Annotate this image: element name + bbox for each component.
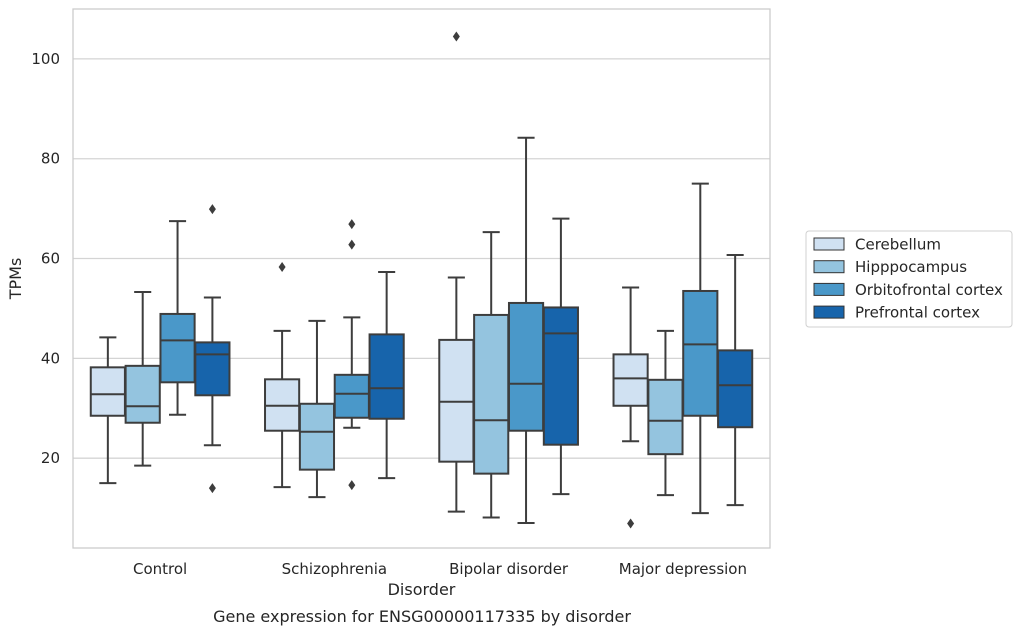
legend-swatch: [813, 237, 845, 251]
outlier-marker: [208, 204, 216, 215]
outlier-marker: [627, 518, 635, 529]
legend-item: Cerebellum: [813, 236, 941, 254]
legend-item: Orbitofrontal cortex: [813, 281, 1003, 299]
x-tick-label: Major depression: [619, 560, 747, 578]
y-tick-label: 20: [41, 449, 60, 467]
box-plot: [507, 136, 545, 525]
legend-label: Orbitofrontal cortex: [855, 281, 1003, 299]
x-tick-label: Schizophrenia: [282, 560, 387, 578]
box-plot: [542, 217, 579, 496]
y-tick-label: 40: [41, 349, 60, 367]
box-plot: [264, 262, 301, 489]
y-axis-label: TPMs: [6, 258, 25, 301]
outlier-marker: [348, 480, 356, 491]
outlier-marker: [348, 219, 356, 230]
box-plot: [368, 271, 405, 480]
box-plot: [682, 182, 719, 515]
outlier-marker: [208, 483, 216, 494]
box-plot: [298, 319, 336, 499]
outlier-marker: [452, 31, 460, 42]
series-group: [194, 204, 754, 507]
box-iqr: [612, 353, 649, 407]
box-plot: [438, 31, 475, 513]
legend-item: Prefrontal cortex: [813, 304, 980, 322]
series-group: [124, 231, 684, 519]
chart-caption: Gene expression for ENSG00000117335 by d…: [213, 607, 631, 626]
box-iqr: [298, 402, 336, 471]
legend-item: Hipppocampus: [813, 258, 967, 276]
legend-swatch: [813, 305, 845, 319]
legend-frame: [805, 230, 1013, 328]
legend-label: Hipppocampus: [855, 258, 967, 276]
x-axis-label: Disorder: [388, 580, 456, 599]
legend-swatch: [813, 260, 845, 274]
outlier-marker: [278, 262, 286, 273]
box-plot: [89, 336, 126, 485]
plot-frame: [72, 8, 771, 549]
box-iqr: [368, 333, 405, 420]
box-plot: [647, 329, 684, 497]
legend-swatch: [813, 282, 845, 296]
y-tick-label: 100: [31, 50, 60, 68]
box-iqr: [717, 349, 754, 429]
box-plot: [612, 286, 649, 529]
box-iqr: [194, 341, 231, 397]
legend-label: Cerebellum: [855, 236, 941, 254]
box-plot: [717, 254, 754, 507]
box-plot: [124, 290, 161, 467]
box-plot: [194, 204, 231, 494]
box-iqr: [159, 312, 196, 384]
y-axis-ticks: 20 40 60 80 100: [31, 50, 60, 467]
series-group: [159, 136, 719, 525]
box-iqr: [542, 306, 579, 446]
box-iqr: [89, 366, 126, 417]
box-plot: [473, 231, 510, 519]
legend-label: Prefrontal cortex: [855, 304, 980, 322]
box-iqr: [473, 313, 510, 475]
box-plot: [159, 220, 196, 416]
box-iqr: [647, 378, 684, 456]
series-group: [89, 31, 649, 529]
box-iqr: [124, 364, 161, 424]
y-tick-label: 60: [41, 250, 60, 268]
y-tick-label: 80: [41, 150, 60, 168]
box-plot: [333, 219, 370, 491]
box-iqr: [682, 289, 719, 417]
x-tick-label: Control: [133, 560, 187, 578]
x-axis-ticks: Control Schizophrenia Bipolar disorder Majo…: [133, 560, 747, 578]
legend: Cerebellum Hipppocampus Orbitofrontal cort…: [805, 230, 1013, 328]
box-plot-series: [89, 31, 754, 529]
outlier-marker: [348, 239, 356, 250]
box-iqr: [507, 301, 545, 432]
x-tick-label: Bipolar disorder: [449, 560, 569, 578]
box-iqr: [333, 373, 370, 419]
